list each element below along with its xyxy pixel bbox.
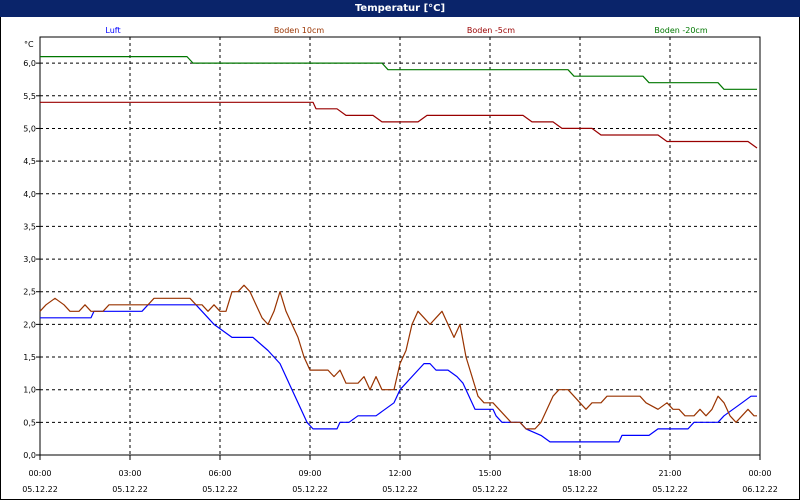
plot-frame — [39, 36, 761, 456]
x-tick-time: 21:00 — [658, 469, 681, 478]
y-tick-labels: 0,0 0,5 1,0 1,5 2,0 2,5 3,0 3,5 4,0 4,5 5,0 5,5 6,0 — [23, 59, 36, 460]
x-tick-date: 05.12.22 — [202, 485, 238, 494]
x-tick-date: 05.12.22 — [472, 485, 508, 494]
y-tick-label: 1,5 — [23, 353, 36, 362]
legend-entry-boden-10cm: Boden 10cm — [274, 26, 325, 35]
y-tick-label: 4,0 — [23, 190, 36, 199]
y-tick-label: 6,0 — [23, 59, 36, 68]
x-tick-time: 18:00 — [568, 469, 591, 478]
x-tick-time: 15:00 — [478, 469, 501, 478]
y-tick-label: 2,5 — [23, 288, 36, 297]
y-tick-label: 2,0 — [23, 320, 36, 329]
series-line-boden-5cm — [40, 101, 758, 149]
y-tick-label: 3,5 — [23, 222, 36, 231]
y-tick-label: 4,5 — [23, 157, 36, 166]
y-tick-label: 5,0 — [23, 124, 36, 133]
x-tick-time: 12:00 — [388, 469, 411, 478]
y-tick-label: 1,0 — [23, 386, 36, 395]
x-tick-time: 06:00 — [208, 469, 231, 478]
legend: Luft Boden 10cm Boden -5cm Boden -20cm — [105, 26, 707, 35]
x-tick-date: 05.12.22 — [652, 485, 688, 494]
x-tick-time: 09:00 — [298, 469, 321, 478]
x-tick-date: 05.12.22 — [292, 485, 328, 494]
x-tick-date: 05.12.22 — [112, 485, 148, 494]
x-tick-date: 06.12.22 — [742, 485, 778, 494]
y-tick-label: 5,5 — [23, 92, 36, 101]
x-tick-date: 05.12.22 — [22, 485, 58, 494]
x-tick-labels: 00:00 05.12.22 03:00 05.12.22 06:00 05.12.22 0… — [22, 469, 778, 494]
legend-entry-luft: Luft — [105, 26, 120, 35]
y-tick-label: 0,5 — [23, 418, 36, 427]
y-tick-label: 3,0 — [23, 255, 36, 264]
y-axis-unit: °C — [24, 40, 34, 49]
series-line-boden-10cm — [39, 284, 757, 430]
x-tick-date: 05.12.22 — [382, 485, 418, 494]
chart-title: Temperatur [°C] — [0, 0, 800, 17]
series-line-luft — [40, 304, 757, 443]
x-tick-time: 03:00 — [118, 469, 141, 478]
series-line-boden-20cm — [40, 55, 757, 90]
x-tick-time: 00:00 — [748, 469, 771, 478]
axes — [36, 36, 761, 460]
x-tick-date: 05.12.22 — [562, 485, 598, 494]
y-tick-label: 0,0 — [23, 451, 36, 460]
legend-entry-boden-20cm: Boden -20cm — [654, 26, 707, 35]
legend-entry-boden-5cm: Boden -5cm — [467, 26, 515, 35]
series-lines — [39, 55, 758, 443]
x-tick-time: 00:00 — [28, 469, 51, 478]
grid — [40, 37, 760, 455]
